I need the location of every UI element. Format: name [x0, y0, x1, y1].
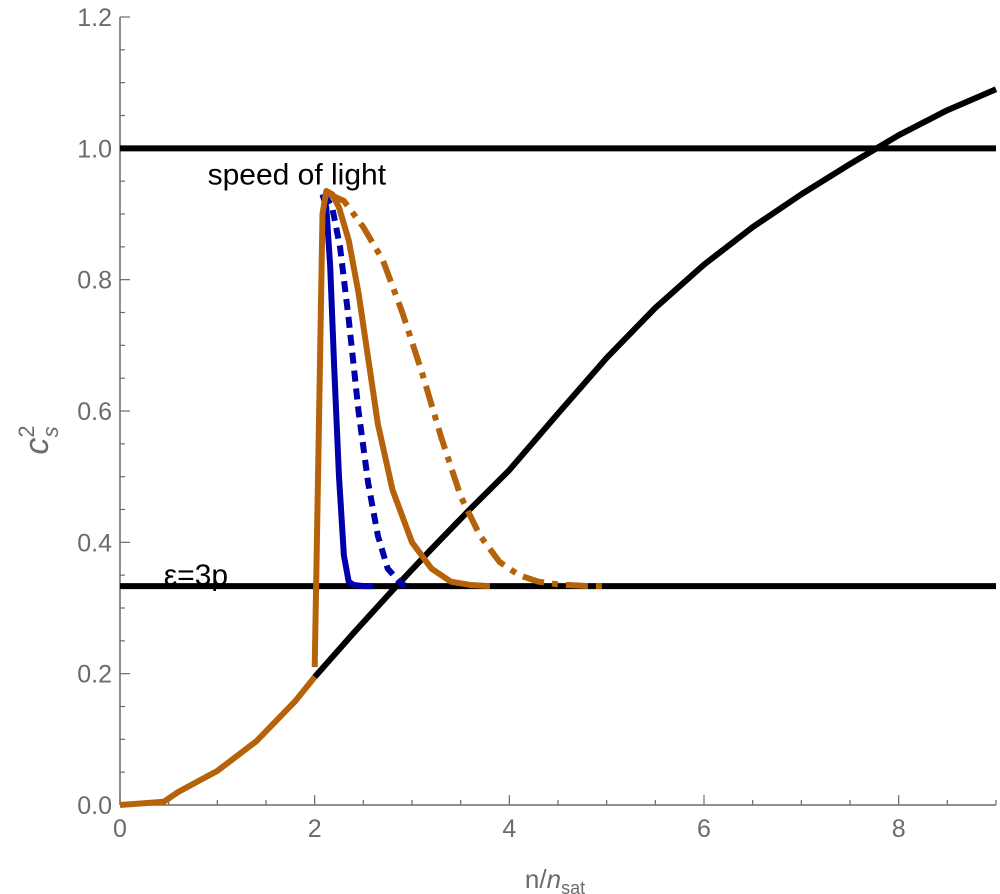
- x-tick-label: 8: [892, 815, 906, 843]
- annotation-0: speed of light: [208, 158, 387, 191]
- y-tick-label: 0.4: [77, 529, 112, 557]
- x-tick-label: 2: [308, 815, 322, 843]
- y-tick-label: 0.2: [77, 661, 112, 689]
- x-tick-label: 4: [502, 815, 516, 843]
- series-line-3: [321, 192, 413, 590]
- y-tick-label: 1.2: [77, 4, 112, 32]
- annotations: speed of light ε=3p: [164, 158, 387, 592]
- y-tick-label: 0.0: [77, 792, 112, 820]
- x-axis-title: n/nsat: [525, 864, 585, 894]
- series-line-4: [311, 188, 491, 668]
- series-layer: [119, 86, 998, 808]
- y-tick-label: 0.6: [77, 398, 112, 426]
- x-tick-label: 6: [697, 815, 711, 843]
- series-line-5: [328, 191, 607, 590]
- series-line-0: [312, 86, 998, 679]
- tick-labels: 0 2 4 6 8 0.0 0.2 0.4 0.6 0.8 1.0 1.2: [77, 4, 905, 843]
- series-line-1: [119, 675, 318, 808]
- y-tick-label: 1.0: [77, 135, 112, 163]
- x-tick-label: 0: [113, 815, 127, 843]
- y-tick-label: 0.8: [77, 267, 112, 295]
- annotation-1: ε=3p: [164, 559, 228, 592]
- series-line-2: [319, 193, 374, 590]
- y-axis-title: c2s: [14, 425, 63, 454]
